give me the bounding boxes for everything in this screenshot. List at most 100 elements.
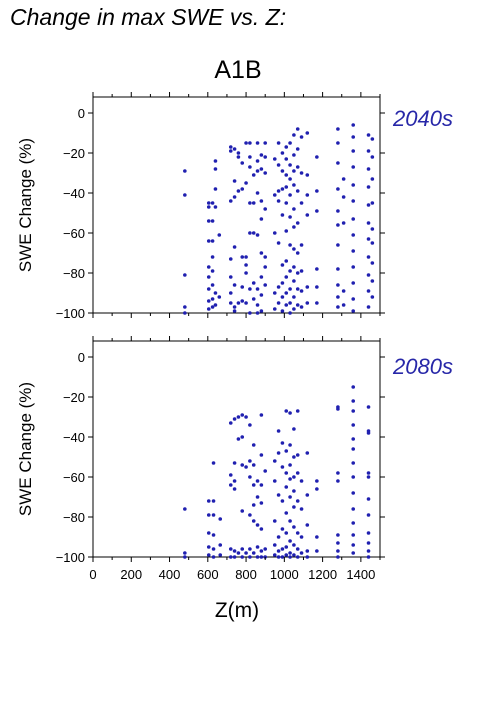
data-point bbox=[213, 205, 218, 209]
data-point bbox=[259, 293, 264, 297]
x-tick-label: 600 bbox=[197, 567, 219, 582]
y-axis-ticks: 0 −20 −40 −60 −80 −100 bbox=[56, 106, 385, 321]
data-point bbox=[236, 415, 241, 419]
data-point bbox=[228, 257, 233, 261]
data-point bbox=[228, 291, 233, 295]
x-axis-label: Z(m) bbox=[215, 599, 259, 622]
data-point bbox=[284, 173, 289, 177]
x-axis-ticks: 0 200 400 600 800 1000 1200 1400 bbox=[89, 567, 375, 582]
data-point bbox=[218, 543, 223, 547]
data-point bbox=[351, 423, 356, 427]
data-point bbox=[244, 301, 248, 305]
data-point bbox=[240, 509, 245, 513]
data-point bbox=[251, 551, 256, 555]
data-point bbox=[255, 191, 260, 195]
data-point bbox=[183, 311, 187, 315]
data-point bbox=[206, 545, 211, 549]
data-point bbox=[284, 485, 289, 489]
plot-frame bbox=[92, 340, 381, 558]
data-point bbox=[366, 133, 371, 137]
data-point bbox=[351, 521, 356, 525]
data-point bbox=[299, 269, 304, 273]
data-point bbox=[351, 265, 356, 269]
data-point bbox=[244, 255, 248, 259]
data-point bbox=[183, 273, 187, 277]
data-point bbox=[232, 147, 237, 151]
data-point bbox=[211, 461, 216, 465]
data-point bbox=[236, 151, 241, 155]
data-point bbox=[255, 545, 260, 549]
data-point bbox=[351, 461, 356, 465]
data-point bbox=[295, 471, 300, 475]
data-point bbox=[228, 149, 233, 153]
data-point bbox=[370, 241, 375, 245]
data-point bbox=[206, 219, 211, 223]
data-point bbox=[295, 555, 300, 559]
data-point bbox=[259, 251, 264, 255]
data-point bbox=[206, 275, 211, 279]
data-point bbox=[336, 141, 340, 145]
data-point bbox=[272, 479, 277, 483]
data-point bbox=[351, 399, 356, 403]
data-point bbox=[228, 483, 233, 487]
data-point bbox=[272, 231, 277, 235]
data-point bbox=[370, 201, 375, 205]
data-point bbox=[370, 155, 375, 159]
data-point bbox=[211, 533, 216, 537]
data-point bbox=[232, 309, 237, 313]
data-point bbox=[248, 155, 252, 159]
data-point bbox=[366, 513, 371, 517]
data-point bbox=[211, 499, 216, 503]
data-point bbox=[288, 141, 292, 145]
data-point bbox=[228, 555, 233, 559]
data-point bbox=[213, 187, 218, 191]
data-point bbox=[183, 507, 187, 511]
data-point bbox=[276, 451, 281, 455]
data-point bbox=[295, 287, 300, 291]
data-point bbox=[255, 495, 260, 499]
data-point bbox=[284, 449, 289, 453]
data-point bbox=[336, 479, 340, 483]
data-point bbox=[251, 231, 256, 235]
data-point bbox=[370, 261, 375, 265]
data-point bbox=[255, 523, 260, 527]
data-point bbox=[366, 185, 371, 189]
data-point bbox=[351, 183, 356, 187]
data-point bbox=[240, 187, 245, 191]
data-point bbox=[272, 157, 277, 161]
y-tick-label: −100 bbox=[56, 306, 85, 321]
data-point bbox=[292, 475, 296, 479]
data-point bbox=[351, 135, 356, 139]
data-point bbox=[315, 549, 319, 553]
data-point bbox=[336, 209, 340, 213]
y-axis-ticks: 0 −20 −40 −60 −80 −100 bbox=[56, 350, 385, 565]
data-point bbox=[259, 275, 264, 279]
data-point bbox=[206, 201, 211, 205]
data-point bbox=[292, 455, 296, 459]
data-points bbox=[183, 123, 375, 315]
data-point bbox=[272, 291, 277, 295]
data-point bbox=[276, 493, 281, 497]
data-point bbox=[295, 547, 300, 551]
data-point bbox=[232, 417, 237, 421]
data-point bbox=[292, 183, 296, 187]
data-point bbox=[244, 141, 248, 145]
data-point bbox=[210, 239, 215, 243]
x-tick-label: 400 bbox=[159, 567, 181, 582]
data-point bbox=[366, 273, 371, 277]
data-point bbox=[305, 173, 310, 177]
y-tick-label: −20 bbox=[63, 390, 85, 405]
data-point bbox=[288, 269, 292, 273]
data-point bbox=[366, 541, 371, 545]
data-point bbox=[336, 555, 340, 559]
data-point bbox=[280, 527, 285, 531]
data-point bbox=[351, 309, 356, 313]
data-point bbox=[210, 297, 215, 301]
data-point bbox=[236, 551, 241, 555]
data-point bbox=[305, 451, 310, 455]
data-point bbox=[259, 483, 264, 487]
data-point bbox=[232, 487, 237, 491]
data-point bbox=[315, 535, 319, 539]
data-point bbox=[259, 153, 264, 157]
data-point bbox=[218, 517, 223, 521]
